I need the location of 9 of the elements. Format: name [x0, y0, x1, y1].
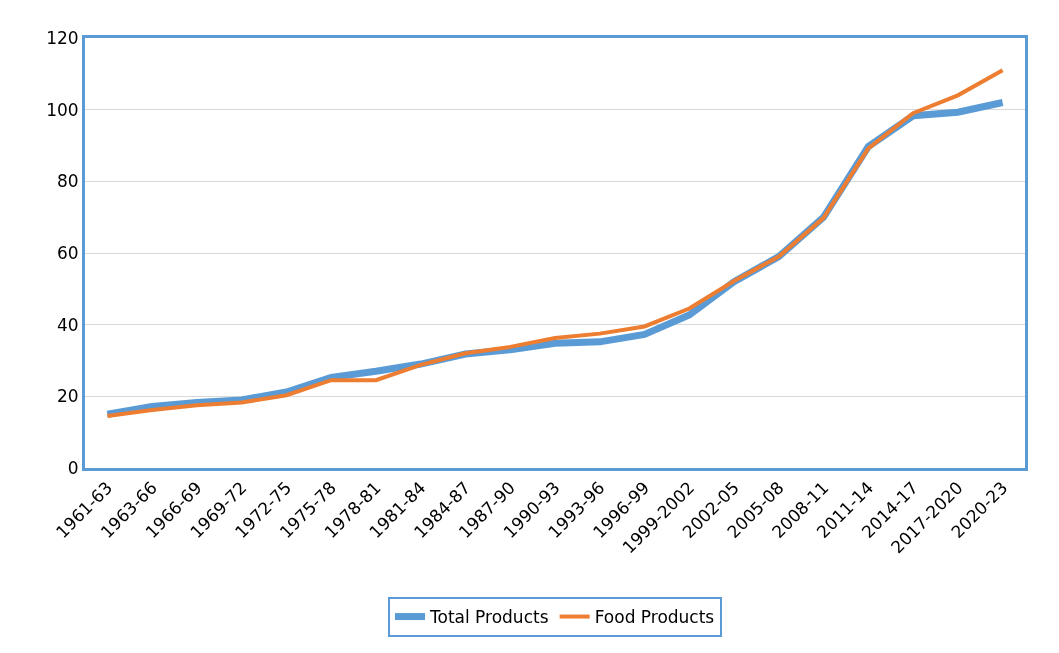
y-tick-label: 40: [56, 314, 79, 335]
y-tick-label: 60: [56, 242, 79, 263]
y-tick-label: 100: [46, 99, 79, 120]
legend-label: Food Products: [594, 607, 715, 628]
y-tick-label: 0: [67, 457, 79, 478]
y-tick-label: 120: [46, 27, 79, 48]
legend-label: Total Products: [429, 607, 549, 628]
y-tick-label: 80: [56, 171, 79, 192]
y-tick-label: 20: [56, 386, 79, 407]
